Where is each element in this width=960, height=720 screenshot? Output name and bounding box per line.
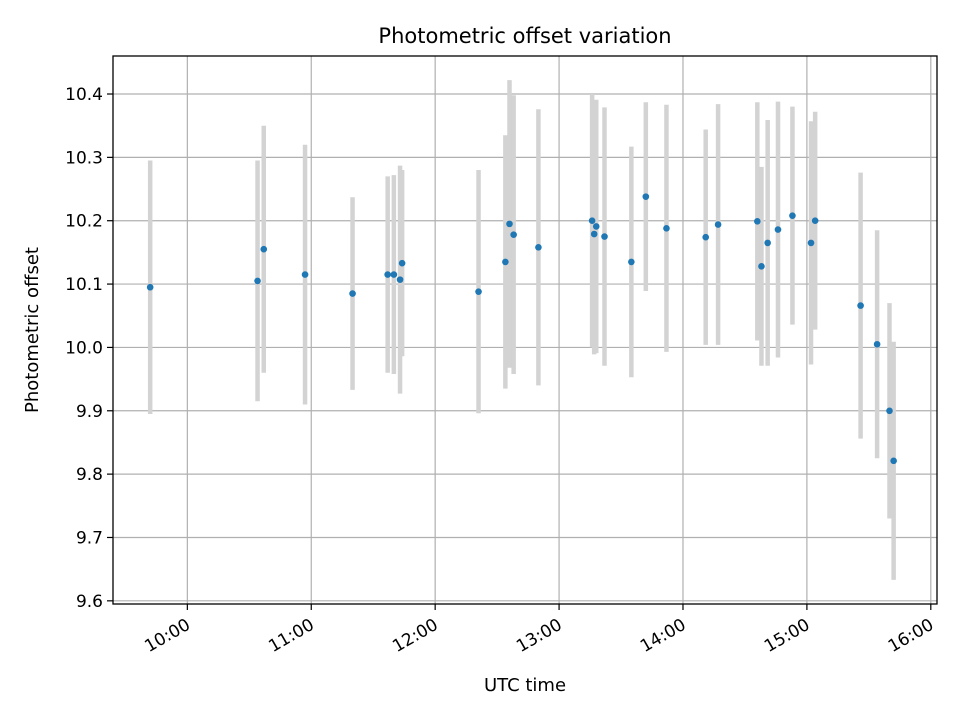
data-point [764, 239, 771, 247]
data-point [384, 271, 391, 278]
data-point [890, 457, 897, 465]
data-point [754, 218, 761, 225]
y-axis-ticks: 9.6 9.7 9.8 9.9 10.0 10.1 10.2 10.3 10.4 [65, 85, 113, 612]
data-point [702, 233, 710, 241]
data-point [510, 231, 517, 238]
data-point [475, 288, 482, 295]
chart-title: Photometric offset variation [378, 24, 671, 48]
data-point [254, 277, 261, 285]
y-tick-label: 10.0 [65, 338, 103, 358]
data-point [789, 212, 796, 219]
data-point [398, 259, 406, 267]
y-axis-label: Photometric offset [22, 247, 43, 413]
grid [113, 56, 937, 604]
plot-frame [112, 55, 938, 605]
data-point [714, 221, 722, 228]
data-point [502, 258, 509, 266]
data-point [758, 263, 765, 270]
data-point [663, 225, 670, 232]
data-point [260, 245, 268, 253]
data-point [588, 217, 596, 225]
data-point [774, 226, 782, 233]
data-point [873, 340, 881, 348]
x-axis-label: UTC time [484, 675, 566, 696]
data-point [857, 302, 864, 309]
data-point [642, 193, 650, 200]
y-tick-label: 10.3 [65, 148, 103, 168]
data-point [396, 276, 404, 283]
data-point [390, 271, 398, 278]
data-point [590, 230, 598, 238]
data-point [592, 223, 600, 230]
y-tick-label: 10.4 [65, 85, 103, 105]
y-tick-label: 9.6 [76, 592, 103, 612]
data-point [146, 283, 154, 291]
data-point [506, 220, 513, 228]
data-point [811, 217, 819, 225]
y-tick-label: 10.1 [65, 275, 103, 295]
data-point [886, 407, 893, 415]
y-tick-label: 10.2 [65, 212, 103, 232]
y-tick-label: 9.8 [76, 465, 103, 485]
y-tick-label: 9.9 [76, 402, 103, 422]
data-point [301, 271, 309, 278]
data-point [807, 239, 815, 247]
data-point [535, 244, 542, 251]
data-point [601, 233, 608, 240]
y-tick-label: 9.7 [76, 528, 103, 548]
data-point [628, 258, 635, 266]
data-points [146, 193, 897, 465]
data-point [349, 290, 356, 297]
